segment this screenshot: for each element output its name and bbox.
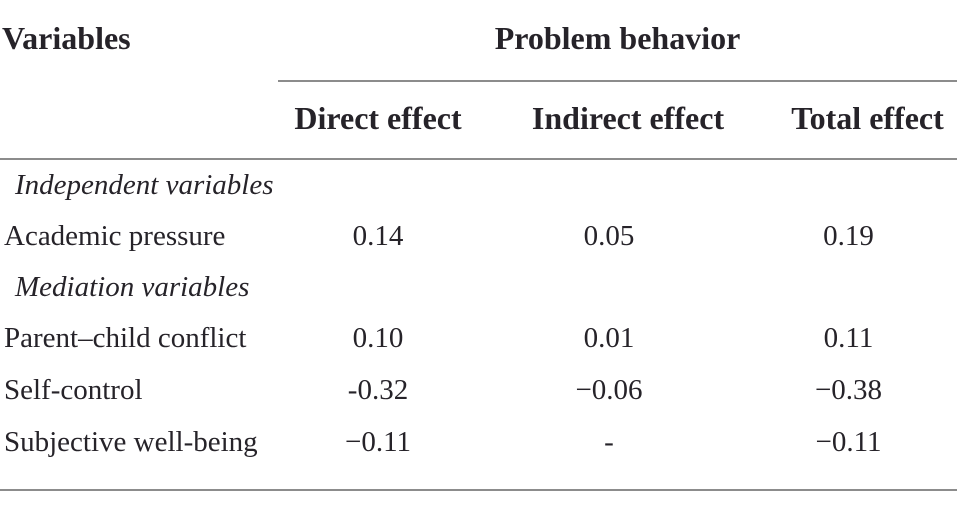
table-header-row-2: Direct effect Indirect effect Total effe…: [0, 82, 957, 160]
total-effect-value: −0.11: [815, 425, 882, 458]
row-label: Subjective well-being: [4, 425, 258, 458]
row-label: Academic pressure: [4, 219, 226, 252]
table-row-self-control: Self-control -0.32 −0.06 −0.38: [0, 364, 957, 416]
indirect-effect-value: −0.06: [575, 373, 643, 406]
section-row-independent-variables: Independent variables: [0, 160, 957, 210]
variables-column-header: Variables: [2, 20, 131, 56]
total-effect-header: Total effect: [791, 100, 944, 136]
total-effect-value: 0.19: [823, 219, 874, 252]
table-row-subjective-well-being: Subjective well-being −0.11 - −0.11: [0, 416, 957, 468]
total-effect-value: −0.38: [814, 373, 883, 406]
row-label: Parent–child conflict: [4, 321, 247, 354]
direct-effect-value: 0.14: [352, 219, 404, 252]
table-bottom-rule: [0, 468, 957, 491]
indirect-effect-header: Indirect effect: [531, 100, 725, 136]
empty-header-cell: [0, 82, 278, 158]
total-effect-value: 0.11: [823, 321, 874, 354]
indirect-effect-value: -: [604, 425, 614, 458]
direct-effect-header: Direct effect: [294, 100, 462, 136]
problem-behavior-spanning-header: Problem behavior: [278, 0, 957, 82]
table-row-parent-child-conflict: Parent–child conflict 0.10 0.01 0.11: [0, 312, 957, 364]
direct-effect-value: 0.10: [352, 321, 404, 354]
row-label: Self-control: [4, 373, 143, 406]
table-header-row-1: Variables Problem behavior: [0, 0, 957, 82]
indirect-effect-value: 0.05: [583, 219, 635, 252]
direct-effect-value: −0.11: [344, 425, 412, 458]
indirect-effect-value: 0.01: [583, 321, 635, 354]
direct-effect-value: -0.32: [347, 373, 409, 406]
table-row-academic-pressure: Academic pressure 0.14 0.05 0.19: [0, 210, 957, 262]
section-label: Independent variables: [15, 168, 274, 201]
section-row-mediation-variables: Mediation variables: [0, 262, 957, 312]
section-label: Mediation variables: [15, 270, 250, 303]
